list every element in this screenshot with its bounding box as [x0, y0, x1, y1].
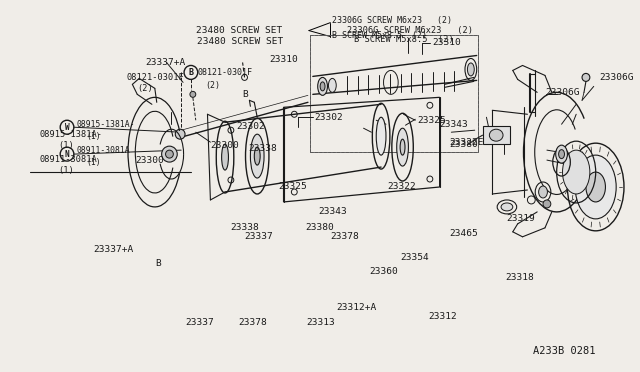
Ellipse shape — [556, 145, 568, 163]
Text: 23306G SCREW M6x23   (2): 23306G SCREW M6x23 (2) — [347, 26, 473, 35]
Text: N: N — [65, 150, 69, 158]
Text: 23338: 23338 — [248, 144, 277, 153]
Text: 23302: 23302 — [237, 122, 266, 131]
Text: 23337: 23337 — [185, 318, 214, 327]
Text: 23310: 23310 — [269, 55, 298, 64]
Ellipse shape — [221, 144, 228, 170]
Text: B: B — [243, 90, 248, 99]
Ellipse shape — [400, 139, 405, 155]
Text: 23378: 23378 — [330, 232, 359, 241]
Text: 23302: 23302 — [315, 113, 344, 122]
Text: 08915-1381A-: 08915-1381A- — [40, 129, 102, 139]
Text: (1): (1) — [86, 158, 101, 167]
Text: 23338: 23338 — [230, 223, 259, 232]
Text: 23319: 23319 — [506, 214, 535, 223]
Text: 23380: 23380 — [449, 140, 478, 149]
Text: 23360: 23360 — [369, 267, 397, 276]
Circle shape — [166, 150, 173, 158]
Text: 23480 SCREW SET: 23480 SCREW SET — [196, 26, 282, 35]
Ellipse shape — [539, 186, 547, 198]
Ellipse shape — [575, 155, 616, 219]
Text: 08911-3081A: 08911-3081A — [40, 155, 97, 164]
Circle shape — [582, 73, 590, 81]
Text: 23337+A: 23337+A — [93, 245, 133, 254]
Ellipse shape — [250, 134, 264, 178]
Text: 23380: 23380 — [305, 223, 334, 232]
Text: 23310: 23310 — [432, 38, 461, 47]
Text: 23325: 23325 — [278, 182, 307, 191]
Text: 23465: 23465 — [449, 229, 477, 238]
Ellipse shape — [320, 82, 325, 91]
Text: 23343: 23343 — [440, 120, 468, 129]
Ellipse shape — [501, 203, 513, 211]
Text: B: B — [156, 259, 161, 267]
Ellipse shape — [328, 78, 336, 92]
Text: B SCREW M5x8.5  (2): B SCREW M5x8.5 (2) — [332, 31, 428, 40]
Text: 23337: 23337 — [244, 232, 273, 241]
Text: 23306G: 23306G — [545, 88, 580, 97]
Text: 23312+A: 23312+A — [337, 303, 377, 312]
Text: 23300: 23300 — [211, 141, 239, 150]
Text: (2): (2) — [137, 84, 152, 93]
Text: (2): (2) — [205, 81, 221, 90]
Ellipse shape — [376, 117, 386, 155]
Circle shape — [162, 146, 177, 162]
Text: 23322E: 23322E — [449, 138, 483, 147]
Text: W: W — [65, 123, 69, 132]
Ellipse shape — [586, 172, 605, 202]
Text: (1): (1) — [86, 132, 101, 141]
Text: 08121-0301F: 08121-0301F — [198, 68, 253, 77]
Text: 23306G: 23306G — [600, 73, 634, 82]
Text: 08915-1381A-: 08915-1381A- — [77, 120, 135, 129]
Text: 23306G SCREW M6x23   (2): 23306G SCREW M6x23 (2) — [332, 16, 452, 25]
Text: 23325: 23325 — [417, 116, 446, 125]
Text: 23480 SCREW SET: 23480 SCREW SET — [197, 37, 284, 46]
Text: 23312: 23312 — [428, 312, 457, 321]
Bar — [310, 35, 477, 152]
Circle shape — [543, 200, 551, 208]
Text: 23354: 23354 — [400, 253, 429, 262]
Text: 08911-3081A: 08911-3081A — [77, 145, 131, 155]
Text: B: B — [188, 68, 193, 77]
Text: 08121-0301F: 08121-0301F — [127, 73, 184, 82]
Text: 23337+A: 23337+A — [145, 58, 186, 67]
Text: 23343: 23343 — [318, 207, 347, 216]
Ellipse shape — [254, 147, 260, 165]
Text: A233B 0281: A233B 0281 — [533, 346, 596, 356]
Text: (1): (1) — [58, 166, 74, 175]
Ellipse shape — [397, 128, 408, 166]
Ellipse shape — [559, 150, 564, 158]
Text: 23378: 23378 — [238, 318, 267, 327]
Circle shape — [190, 92, 196, 97]
Text: 23313: 23313 — [307, 318, 335, 327]
Ellipse shape — [317, 77, 328, 95]
Ellipse shape — [563, 150, 590, 194]
Text: B SCREW M5x8.5  (2): B SCREW M5x8.5 (2) — [354, 35, 454, 44]
Text: 23300: 23300 — [135, 156, 164, 165]
Bar — [483, 126, 510, 144]
Text: (1): (1) — [58, 141, 74, 150]
Ellipse shape — [467, 63, 474, 76]
Text: 23318: 23318 — [505, 273, 534, 282]
Ellipse shape — [490, 129, 503, 141]
Circle shape — [175, 129, 185, 139]
Text: 23322: 23322 — [388, 182, 417, 191]
